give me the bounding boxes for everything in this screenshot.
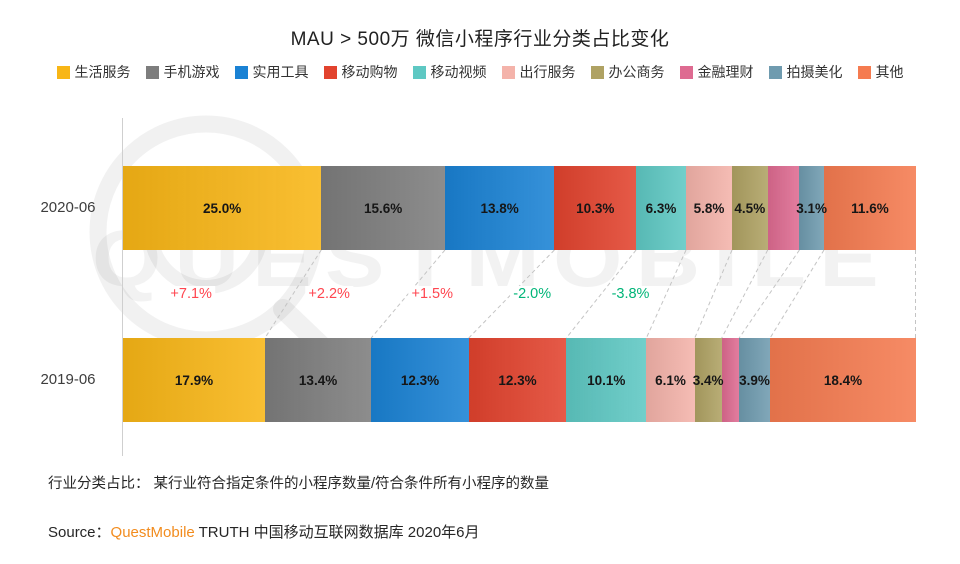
bar-segment: 10.3%: [554, 166, 637, 250]
segment-value-label: 5.8%: [693, 200, 725, 216]
bar-segment: 4.5%: [731, 166, 768, 250]
change-label: -2.0%: [510, 286, 555, 302]
segment-value-label: 17.9%: [174, 372, 214, 388]
legend-item: 手机游戏: [145, 62, 220, 82]
footnote: 行业分类占比： 某行业符合指定条件的小程序数量/符合条件所有小程序的数量: [48, 476, 550, 492]
legend-swatch-icon: [323, 65, 337, 79]
bar-segment: 12.3%: [371, 338, 469, 422]
change-label: -3.8%: [608, 286, 653, 302]
legend-item: 办公商务: [590, 62, 665, 82]
bar-segment: 15.6%: [321, 166, 445, 250]
chart-title: MAU > 500万 微信小程序行业分类占比变化: [290, 29, 670, 50]
segment-value-label: 12.3%: [498, 372, 537, 388]
legend-item: 移动购物: [323, 62, 398, 82]
legend: 生活服务 手机游戏 实用工具 移动购物 移动视频 出行服务 办公商务 金融理财 拍摄美化 其他: [0, 62, 960, 82]
connector-dashed-line: [721, 250, 769, 338]
legend-label: 金融理财: [697, 64, 754, 80]
legend-swatch-icon: [679, 65, 693, 79]
legend-item: 实用工具: [234, 62, 309, 82]
change-label: +7.1%: [167, 286, 215, 302]
segment-value-label: 25.0%: [202, 200, 242, 216]
segment-value-label: 13.4%: [298, 372, 338, 388]
change-annotation-layer: +7.1% +2.2% +1.5% -2.0% -3.8%: [123, 250, 916, 338]
segment-value-label: 10.1%: [587, 372, 626, 388]
legend-item: 拍摄美化: [768, 62, 843, 82]
row-label-2019-06: 2019-06: [40, 371, 96, 388]
bar-segment: 25.0%: [123, 166, 322, 250]
bar-segment: [767, 166, 800, 250]
legend-label: 手机游戏: [163, 64, 220, 80]
connector-dashed-line: [370, 250, 446, 338]
connector-dashed-line: [264, 250, 322, 338]
change-label: +2.2%: [305, 286, 353, 302]
legend-swatch-icon: [857, 65, 871, 79]
stacked-bar-2019-06: 17.9% 13.4% 12.3% 12.3% 10.1% 6.1% 3.4% 3.9% 18.…: [123, 338, 916, 422]
legend-label: 其他: [875, 64, 904, 80]
stacked-bar-2020-06: 25.0% 15.6% 13.8% 10.3% 6.3% 5.8% 4.5% 3.1% 11.6…: [123, 166, 916, 250]
connector-dashed-line: [738, 250, 800, 338]
bar-segment: 12.3%: [468, 338, 567, 422]
legend-item: 移动视频: [412, 62, 487, 82]
connector-dashed-line: [769, 250, 825, 338]
connector-dashed-line: [694, 250, 733, 338]
legend-item: 金融理财: [679, 62, 754, 82]
segment-value-label: 3.1%: [796, 200, 828, 216]
segment-value-label: 3.4%: [692, 372, 724, 388]
legend-label: 实用工具: [252, 64, 309, 80]
connector-dashed-line: [645, 250, 687, 338]
y-axis-line: [122, 118, 123, 456]
legend-label: 办公商务: [608, 64, 665, 80]
legend-swatch-icon: [590, 65, 604, 79]
legend-item: 生活服务: [56, 62, 131, 82]
segment-value-label: 18.4%: [823, 372, 863, 388]
legend-item: 其他: [857, 62, 904, 82]
source-prefix: Source：: [48, 524, 111, 541]
bar-segment: 13.8%: [444, 166, 555, 250]
bar-segment: 3.9%: [739, 338, 770, 422]
segment-value-label: 15.6%: [363, 200, 403, 216]
bar-segment: 5.8%: [686, 166, 732, 250]
legend-label: 拍摄美化: [786, 64, 843, 80]
source-line: Source：QuestMobile TRUTH 中国移动互联网数据库 2020…: [48, 521, 480, 542]
bar-segment: 13.4%: [264, 338, 372, 422]
segment-value-label: 12.3%: [400, 372, 440, 388]
legend-swatch-icon: [234, 65, 248, 79]
segment-value-label: 6.3%: [645, 200, 677, 216]
source-brand: QuestMobile: [110, 524, 195, 541]
legend-label: 出行服务: [519, 64, 576, 80]
segment-value-label: 3.9%: [739, 372, 770, 388]
bar-segment: [721, 338, 740, 422]
source-rest: TRUTH 中国移动互联网数据库 2020年6月: [194, 524, 480, 541]
bar-segment: 6.1%: [646, 338, 695, 422]
legend-swatch-icon: [768, 65, 782, 79]
segment-value-label: 10.3%: [576, 200, 615, 216]
bar-segment: 3.4%: [692, 338, 724, 422]
segment-value-label: 11.6%: [851, 200, 889, 216]
segment-value-label: 4.5%: [734, 200, 766, 216]
legend-label: 移动购物: [341, 64, 398, 80]
legend-label: 生活服务: [74, 64, 131, 80]
legend-label: 移动视频: [430, 64, 487, 80]
change-label: +1.5%: [408, 286, 457, 302]
legend-swatch-icon: [412, 65, 426, 79]
connector-dashed-line: [565, 250, 637, 338]
bar-segment: 6.3%: [636, 166, 686, 250]
connector-lines: [264, 250, 916, 338]
segment-value-label: 6.1%: [655, 372, 686, 388]
bar-segment: 3.1%: [796, 166, 828, 250]
bar-segment: 17.9%: [123, 338, 265, 422]
segment-value-label: 13.8%: [480, 200, 519, 216]
row-label-2020-06: 2020-06: [40, 199, 96, 216]
legend-item: 出行服务: [501, 62, 576, 82]
legend-swatch-icon: [56, 65, 70, 79]
bar-segment: 10.1%: [566, 338, 647, 422]
legend-swatch-icon: [501, 65, 515, 79]
bar-segment: 18.4%: [770, 338, 916, 422]
legend-swatch-icon: [145, 65, 159, 79]
bar-segment: 11.6%: [823, 166, 916, 250]
